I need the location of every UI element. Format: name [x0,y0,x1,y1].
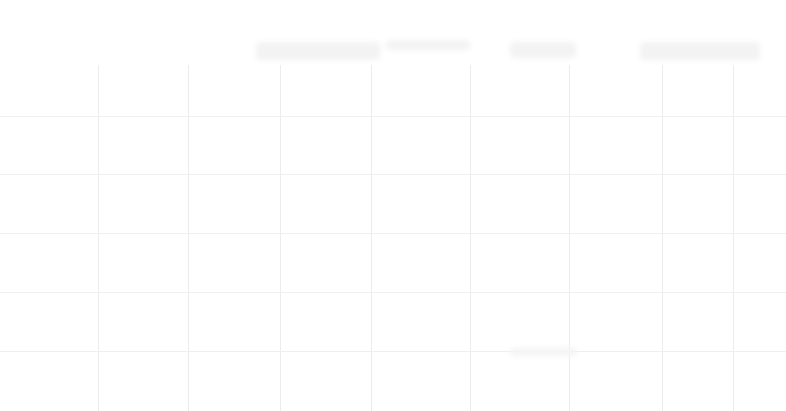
grid-columns [98,65,734,411]
header-blob [640,42,760,60]
header-blob [386,40,470,50]
faded-header [256,40,760,60]
footer-blob [510,348,576,356]
header-blob [256,42,380,60]
grid-rows [0,116,786,352]
header-blob [510,42,576,58]
faded-footer [510,348,576,356]
